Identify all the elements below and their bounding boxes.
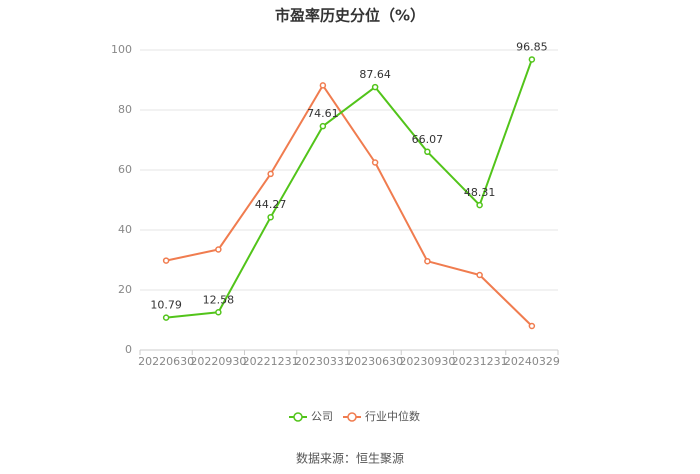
x-tick-label: 20230331	[295, 355, 351, 368]
data-point[interactable]	[424, 148, 431, 156]
y-tick-label: 80	[118, 103, 132, 116]
legend-marker-icon	[293, 412, 303, 422]
y-tick-label: 100	[111, 43, 132, 56]
data-point[interactable]	[162, 314, 170, 321]
source-text: 数据来源：恒生聚源	[296, 451, 404, 466]
data-label-layer: 10.79 12.58 44.27 74.61 87.64 66.07 48.31 96.85	[150, 40, 547, 311]
data-label: 44.27	[255, 198, 287, 211]
data-label: 12.58	[203, 293, 235, 306]
data-label: 74.61	[307, 107, 339, 120]
x-tick-label: 20231231	[452, 355, 508, 368]
data-label: 48.31	[464, 186, 496, 199]
y-tick-label: 40	[118, 223, 132, 236]
data-point[interactable]	[476, 271, 483, 279]
legend[interactable]: 公司 行业中位数	[289, 409, 420, 423]
chart-title: 市盈率历史分位（%）	[275, 7, 425, 25]
x-tick-label: 20221231	[243, 355, 299, 368]
series-line-1	[165, 84, 533, 327]
data-point[interactable]	[371, 83, 379, 91]
y-tick-label: 0	[125, 343, 132, 356]
data-point[interactable]	[215, 309, 222, 316]
data-point[interactable]	[267, 213, 274, 221]
data-point[interactable]	[528, 322, 536, 330]
data-point[interactable]	[424, 257, 431, 265]
data-point[interactable]	[476, 201, 483, 209]
x-tick-label: 20240329	[504, 355, 560, 368]
legend-marker-icon	[347, 412, 357, 422]
data-point[interactable]	[371, 159, 379, 166]
series-line-0	[166, 59, 533, 319]
data-point[interactable]	[215, 246, 222, 253]
x-tick-label: 20220930	[190, 355, 246, 368]
axis-layer: 0204060801002022063020220930202212312023…	[111, 43, 560, 368]
data-point[interactable]	[528, 56, 536, 63]
x-tick-label: 20230630	[347, 355, 403, 368]
data-label: 66.07	[412, 133, 444, 146]
data-point[interactable]	[162, 257, 170, 264]
legend-item-1[interactable]: 行业中位数	[343, 409, 420, 423]
grid-layer	[140, 49, 558, 351]
y-tick-label: 60	[118, 163, 132, 176]
data-label: 87.64	[359, 68, 391, 81]
data-point[interactable]	[267, 170, 274, 178]
legend-label: 公司	[311, 410, 333, 423]
legend-item-0[interactable]: 公司	[289, 410, 333, 423]
y-tick-label: 20	[118, 283, 132, 296]
legend-label: 行业中位数	[365, 409, 420, 423]
data-label: 96.85	[516, 40, 548, 53]
x-tick-label: 20230930	[399, 355, 455, 368]
series-layer	[162, 56, 536, 330]
x-tick-label: 20220630	[138, 355, 194, 368]
data-point[interactable]	[319, 82, 327, 89]
data-point[interactable]	[319, 122, 327, 130]
data-label: 10.79	[150, 299, 182, 312]
